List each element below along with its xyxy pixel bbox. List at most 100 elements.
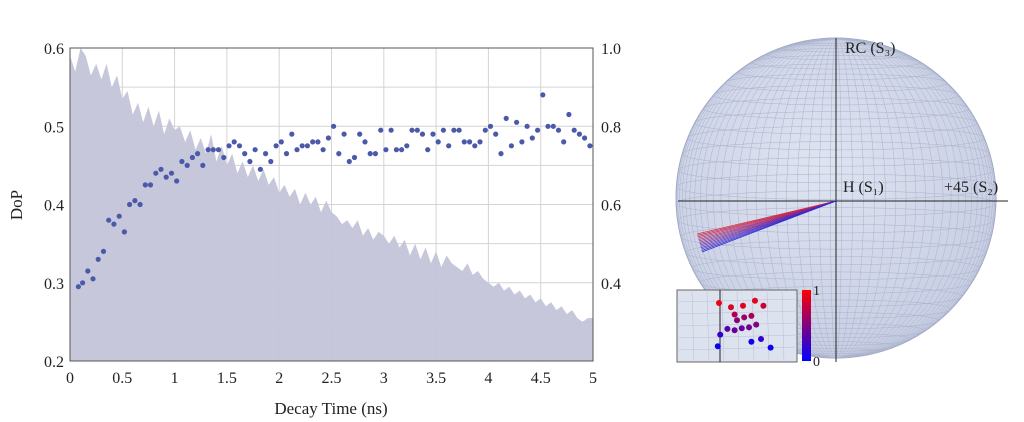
scatter-point: [163, 174, 169, 180]
scatter-point: [304, 143, 310, 149]
scatter-point: [137, 201, 143, 208]
scatter-point: [147, 182, 154, 188]
scatter-point: [346, 158, 352, 165]
scatter-point: [477, 139, 483, 145]
y-tick-label-left: 0.2: [44, 354, 64, 371]
scatter-point: [482, 127, 488, 133]
y-axis-label: DoP: [7, 190, 26, 220]
scatter-point: [336, 151, 342, 157]
scatter-point: [566, 111, 572, 118]
s1-axis-label: H (S₁): [843, 179, 884, 196]
scatter-point: [158, 166, 164, 172]
scatter-point: [383, 147, 389, 153]
scatter-point: [294, 147, 300, 153]
scatter-point: [409, 127, 415, 133]
plot-frame: [69, 47, 594, 362]
scatter-point: [508, 143, 514, 149]
longitude-line: [676, 38, 996, 358]
x-tick-label: 1.5: [217, 370, 237, 387]
scatter-point: [95, 256, 101, 262]
longitude-line: [746, 38, 926, 358]
inset-plot: 1 0: [676, 284, 820, 370]
scatter-point: [461, 139, 467, 145]
inset-point: [740, 302, 746, 309]
scatter-point: [487, 123, 494, 129]
longitude-line: [713, 38, 959, 358]
scatter-point: [550, 123, 556, 129]
x-tick-label: 4.5: [531, 370, 551, 387]
longitude-line: [775, 38, 897, 358]
inset-point: [724, 325, 731, 332]
scatter-point: [467, 139, 473, 145]
scatter-point: [116, 213, 122, 219]
y-tick-label-left: 0.5: [44, 119, 64, 136]
scatter-point: [435, 139, 441, 145]
scatter-point: [100, 248, 107, 254]
scatter-point: [210, 147, 216, 153]
scatter-point: [372, 151, 378, 157]
longitude-line: [830, 38, 842, 358]
scatter-point: [472, 143, 478, 149]
s3-axis-label: RC (S₃): [845, 40, 895, 57]
longitude-line: [737, 38, 935, 358]
inset-grid-line: [721, 289, 725, 363]
inset-grid-line: [676, 334, 798, 339]
inset-point: [716, 300, 722, 306]
inset-point: [753, 321, 760, 328]
scatter-point: [121, 229, 127, 235]
inset-point: [748, 312, 755, 319]
inset-point: [714, 343, 721, 350]
scatter-point: [127, 201, 133, 208]
inset-point: [717, 331, 724, 338]
scatter-point: [425, 147, 431, 153]
inset-grid-line: [736, 289, 740, 363]
inset-grid: [676, 289, 798, 363]
colorbar-top-label: 1: [813, 284, 820, 299]
inset-point: [748, 338, 755, 345]
scatter-point: [451, 127, 457, 133]
scatter-point: [247, 158, 253, 165]
scatter-point: [351, 154, 358, 161]
x-tick-label: 5: [589, 370, 597, 387]
longitude-line: [700, 38, 972, 358]
scatter-point: [283, 151, 290, 157]
longitude-line: [797, 38, 875, 358]
scatter-series: [75, 92, 593, 290]
area-mark: [70, 48, 593, 361]
x-tick-label: 3.5: [426, 370, 446, 387]
polarization-rays: [696, 200, 837, 253]
inset-grid-line: [676, 298, 798, 303]
scatter-point: [90, 276, 96, 282]
poincare-sphere: RC (S₃) H (S₁) +45 (S₂) 1 0: [675, 37, 1008, 370]
y-tick-label-right: 0.8: [601, 119, 621, 136]
scatter-point: [388, 127, 394, 133]
scatter-point: [257, 166, 263, 172]
scatter-point: [174, 178, 180, 184]
colorbar: [802, 290, 811, 361]
scatter-point: [315, 139, 321, 145]
scatter-point: [582, 135, 588, 141]
scatter-point: [503, 115, 509, 121]
inset-point: [731, 327, 738, 334]
longitude-line: [706, 38, 966, 358]
scatter-point: [289, 131, 295, 137]
x-tick-label: 0: [66, 370, 74, 387]
scatter-point: [540, 92, 546, 98]
scatter-point: [498, 151, 504, 157]
longitude-line: [677, 38, 995, 358]
scatter-point: [555, 127, 562, 133]
scatter-point: [430, 131, 436, 137]
x-axis-label: Decay Time (ns): [274, 399, 387, 418]
longitude-line: [807, 38, 865, 358]
scatter-point: [278, 139, 284, 145]
polarization-ray: [701, 200, 837, 253]
scatter-point: [519, 139, 525, 145]
scatter-point: [231, 139, 237, 145]
scatter-point: [189, 154, 195, 161]
scatter-point: [273, 143, 279, 149]
y-tick-labels-left: 0.2 0.3 0.4 0.5 0.6: [44, 41, 64, 371]
inset-grid-line: [766, 289, 770, 363]
longitude-line: [679, 38, 993, 358]
inset-grid-line: [676, 310, 798, 315]
scatter-point: [341, 131, 347, 137]
